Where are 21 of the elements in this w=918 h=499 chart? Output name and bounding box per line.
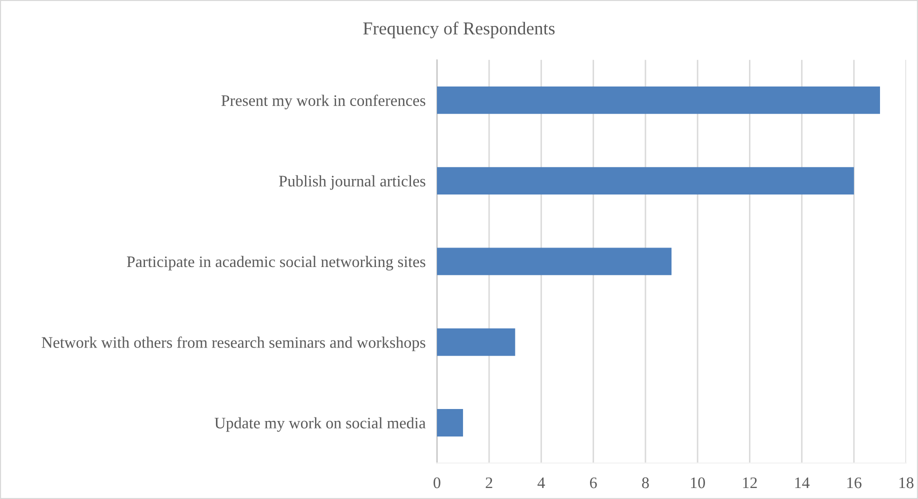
x-tick-label: 0	[434, 477, 440, 488]
x-tick-label: 10	[690, 477, 705, 488]
x-tick-label: 2	[486, 477, 492, 488]
x-tick-label: 6	[590, 477, 597, 488]
x-tick-label: 16	[847, 477, 862, 488]
bar	[436, 328, 516, 356]
x-tick-label: 18	[899, 477, 914, 488]
y-tick-label: Present my work in conferences	[221, 94, 426, 110]
bar	[436, 248, 672, 276]
bar	[436, 86, 880, 114]
y-tick-label: Update my work on social media	[214, 417, 426, 432]
y-tick-label: Participate in academic social networking sites	[126, 256, 426, 270]
x-tick-label: 8	[642, 477, 649, 488]
bar	[436, 167, 854, 195]
x-tick-label: 14	[795, 478, 810, 488]
y-tick-label: Publish journal articles	[279, 175, 426, 190]
y-tick-label: Network with others from research seminars and workshops	[42, 336, 426, 352]
x-tick-label: 12	[743, 477, 757, 488]
bar	[436, 409, 464, 436]
chart-title: Frequency of Respondents	[363, 22, 555, 38]
x-tick-label: 4	[538, 478, 545, 488]
